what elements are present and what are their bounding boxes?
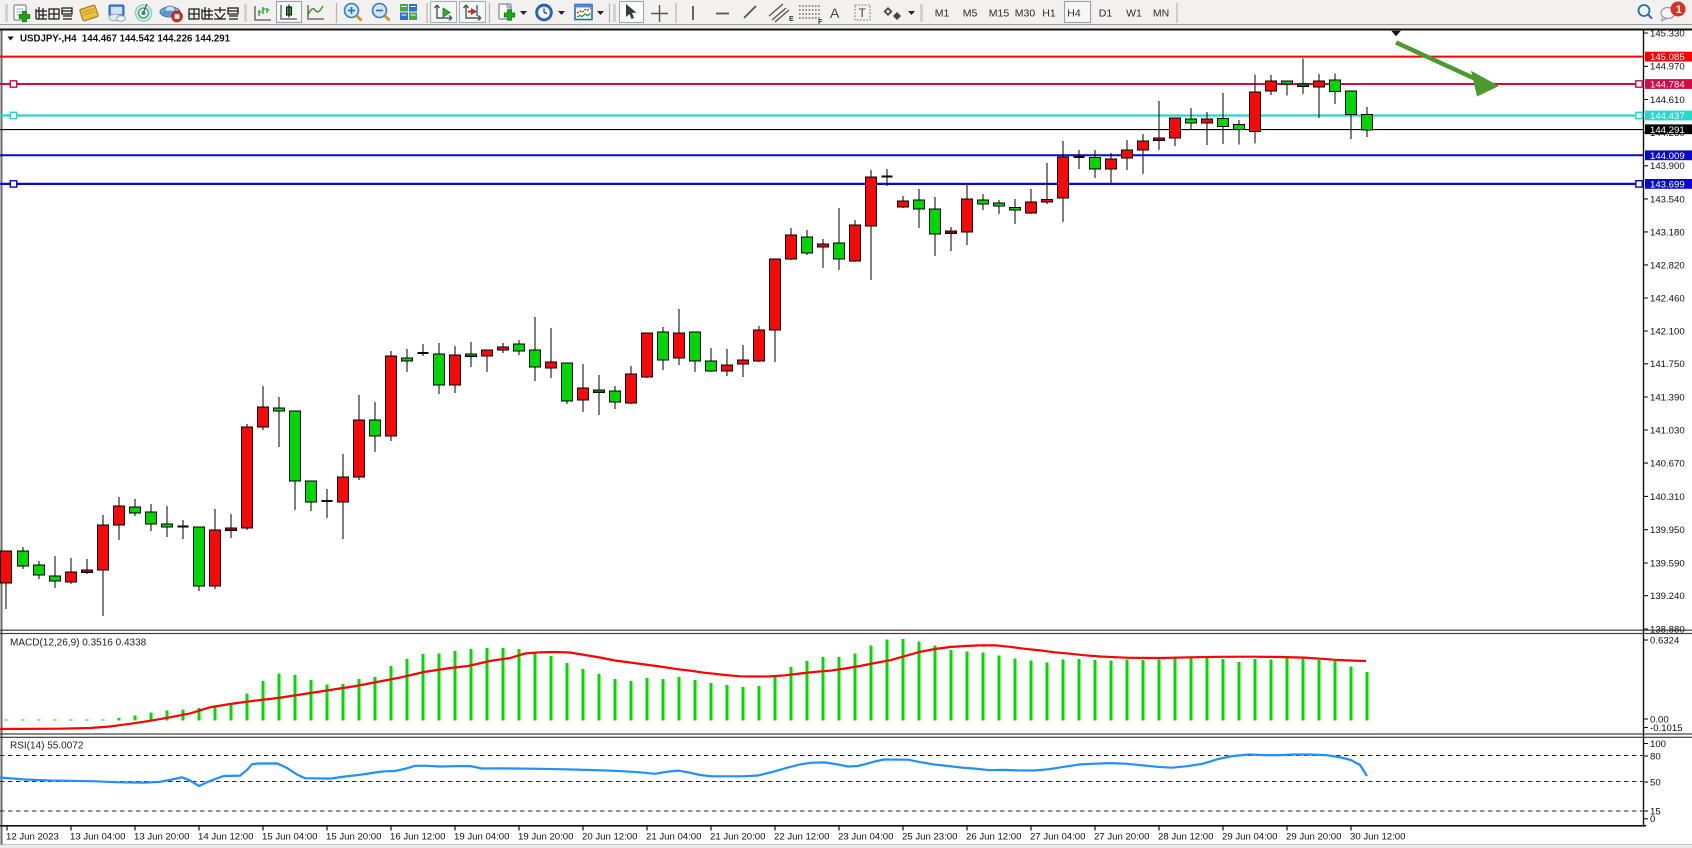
svg-text:RSI(14) 55.0072: RSI(14) 55.0072 [10,741,84,752]
svg-text:139.240: 139.240 [1650,591,1685,602]
svg-text:F: F [818,19,823,26]
svg-text:T: T [859,6,867,20]
svg-text:15 Jun 04:00: 15 Jun 04:00 [262,832,317,843]
svg-text:19 Jun 04:00: 19 Jun 04:00 [454,832,509,843]
svg-text:139.590: 139.590 [1650,558,1685,569]
svg-text:0: 0 [1650,814,1655,825]
svg-text:15 Jun 20:00: 15 Jun 20:00 [326,832,381,843]
svg-text:13 Jun 20:00: 13 Jun 20:00 [134,832,189,843]
svg-text:80: 80 [1650,751,1661,762]
svg-text:138.880: 138.880 [1650,624,1685,635]
svg-text:144.437: 144.437 [1650,111,1685,122]
svg-text:29 Jun 04:00: 29 Jun 04:00 [1222,832,1277,843]
svg-text:A: A [830,5,840,21]
svg-text:21 Jun 20:00: 21 Jun 20:00 [710,832,765,843]
svg-text:141.750: 141.750 [1650,359,1685,370]
svg-text:139.950: 139.950 [1650,525,1685,536]
svg-text:144.009: 144.009 [1650,151,1685,162]
svg-text:12 Jun 2023: 12 Jun 2023 [6,832,59,843]
svg-text:144.610: 144.610 [1650,95,1685,106]
svg-text:142.100: 142.100 [1650,326,1685,337]
svg-text:50: 50 [1650,777,1661,788]
svg-text:145.330: 145.330 [1650,28,1685,39]
svg-text:27 Jun 20:00: 27 Jun 20:00 [1094,832,1149,843]
svg-text:142.820: 142.820 [1650,260,1685,271]
svg-text:MACD(12,26,9) 0.3516 0.4338: MACD(12,26,9) 0.3516 0.4338 [10,638,147,649]
svg-text:D1: D1 [1099,8,1113,20]
svg-text:144.784: 144.784 [1650,80,1685,91]
svg-text:25 Jun 23:00: 25 Jun 23:00 [902,832,957,843]
svg-text:M30: M30 [1015,8,1036,20]
svg-text:H1: H1 [1042,8,1056,20]
svg-text:MN: MN [1153,8,1169,20]
svg-text:21 Jun 04:00: 21 Jun 04:00 [646,832,701,843]
svg-text:142.460: 142.460 [1650,293,1685,304]
svg-text:140.670: 140.670 [1650,459,1685,470]
svg-text:141.030: 141.030 [1650,425,1685,436]
svg-text:143.900: 143.900 [1650,161,1685,172]
svg-text:H4: H4 [1067,8,1081,20]
svg-text:143.540: 143.540 [1650,194,1685,205]
svg-text:W1: W1 [1126,8,1142,20]
svg-text:15: 15 [1650,806,1661,817]
svg-text:141.390: 141.390 [1650,392,1685,403]
svg-text:0.6324: 0.6324 [1650,635,1680,646]
svg-text:13 Jun 04:00: 13 Jun 04:00 [70,832,125,843]
svg-text:20 Jun 12:00: 20 Jun 12:00 [582,832,637,843]
svg-text:E: E [789,16,794,23]
svg-text:M15: M15 [989,8,1010,20]
svg-text:1: 1 [1676,4,1682,16]
svg-text:144.970: 144.970 [1650,62,1685,73]
svg-text:143.180: 143.180 [1650,227,1685,238]
svg-text:16 Jun 12:00: 16 Jun 12:00 [390,832,445,843]
svg-text:144.291: 144.291 [1650,125,1685,136]
svg-text:27 Jun 04:00: 27 Jun 04:00 [1030,832,1085,843]
svg-text:100: 100 [1650,739,1666,750]
svg-text:0.00: 0.00 [1650,714,1669,725]
svg-text:29 Jun 20:00: 29 Jun 20:00 [1286,832,1341,843]
svg-text:26 Jun 12:00: 26 Jun 12:00 [966,832,1021,843]
svg-text:140.310: 140.310 [1650,492,1685,503]
svg-text:28 Jun 12:00: 28 Jun 12:00 [1158,832,1213,843]
svg-text:14 Jun 12:00: 14 Jun 12:00 [198,832,253,843]
svg-text:23 Jun 04:00: 23 Jun 04:00 [838,832,893,843]
svg-text:USDJPY-,H4 144.467 144.542 14: USDJPY-,H4 144.467 144.542 144.226 144.2… [20,34,231,45]
svg-text:22 Jun 12:00: 22 Jun 12:00 [774,832,829,843]
svg-text:-0.1015: -0.1015 [1650,723,1683,734]
svg-text:145.085: 145.085 [1650,52,1685,63]
svg-text:M1: M1 [935,8,950,20]
svg-text:M5: M5 [963,8,978,20]
svg-text:143.699: 143.699 [1650,179,1685,190]
svg-text:19 Jun 20:00: 19 Jun 20:00 [518,832,573,843]
svg-text:30 Jun 12:00: 30 Jun 12:00 [1350,832,1405,843]
